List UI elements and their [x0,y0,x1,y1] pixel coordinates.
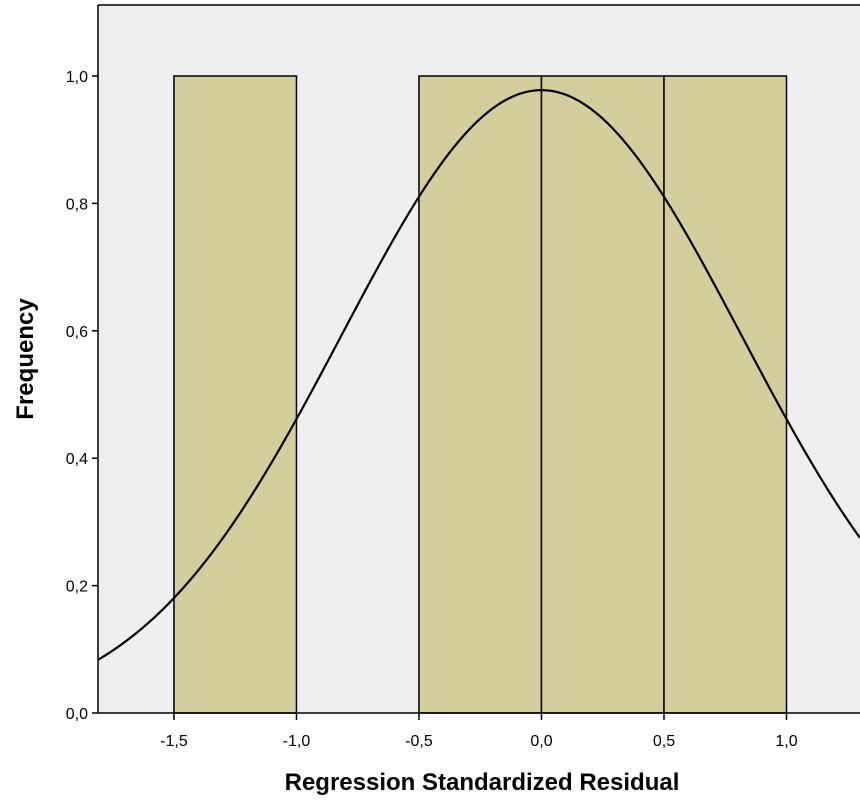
y-tick-label: 0,4 [66,451,88,468]
y-tick-label: 0,6 [66,324,88,341]
x-tick-label: -1,0 [283,733,311,750]
histogram-bars [173,75,788,714]
y-tick-label: 0,8 [66,196,88,213]
histogram-bar [418,75,543,714]
histogram-bar [663,75,788,714]
normal-curve [97,89,860,661]
x-tick-label: -0,5 [405,733,433,750]
histogram-bar [173,75,298,714]
x-tick-label: 0,0 [530,733,552,750]
y-tick-label: 1,0 [66,69,88,86]
y-tick-label: 0,0 [66,706,88,723]
histogram-bar [540,75,665,714]
y-tick-label: 0,2 [66,579,88,596]
x-axis-ticks: -1,5 -1,0 -0,5 0,0 0,5 1,0 [160,713,798,750]
x-tick-label: -1,5 [160,733,188,750]
x-tick-label: 1,0 [775,733,797,750]
x-axis-title: Regression Standardized Residual [285,769,680,796]
y-axis-ticks: 0,0 0,2 0,4 0,6 0,8 1,0 [66,69,98,723]
plot-frame [97,4,860,714]
x-tick-label: 0,5 [653,733,675,750]
y-axis-title: Frequency [12,298,39,420]
